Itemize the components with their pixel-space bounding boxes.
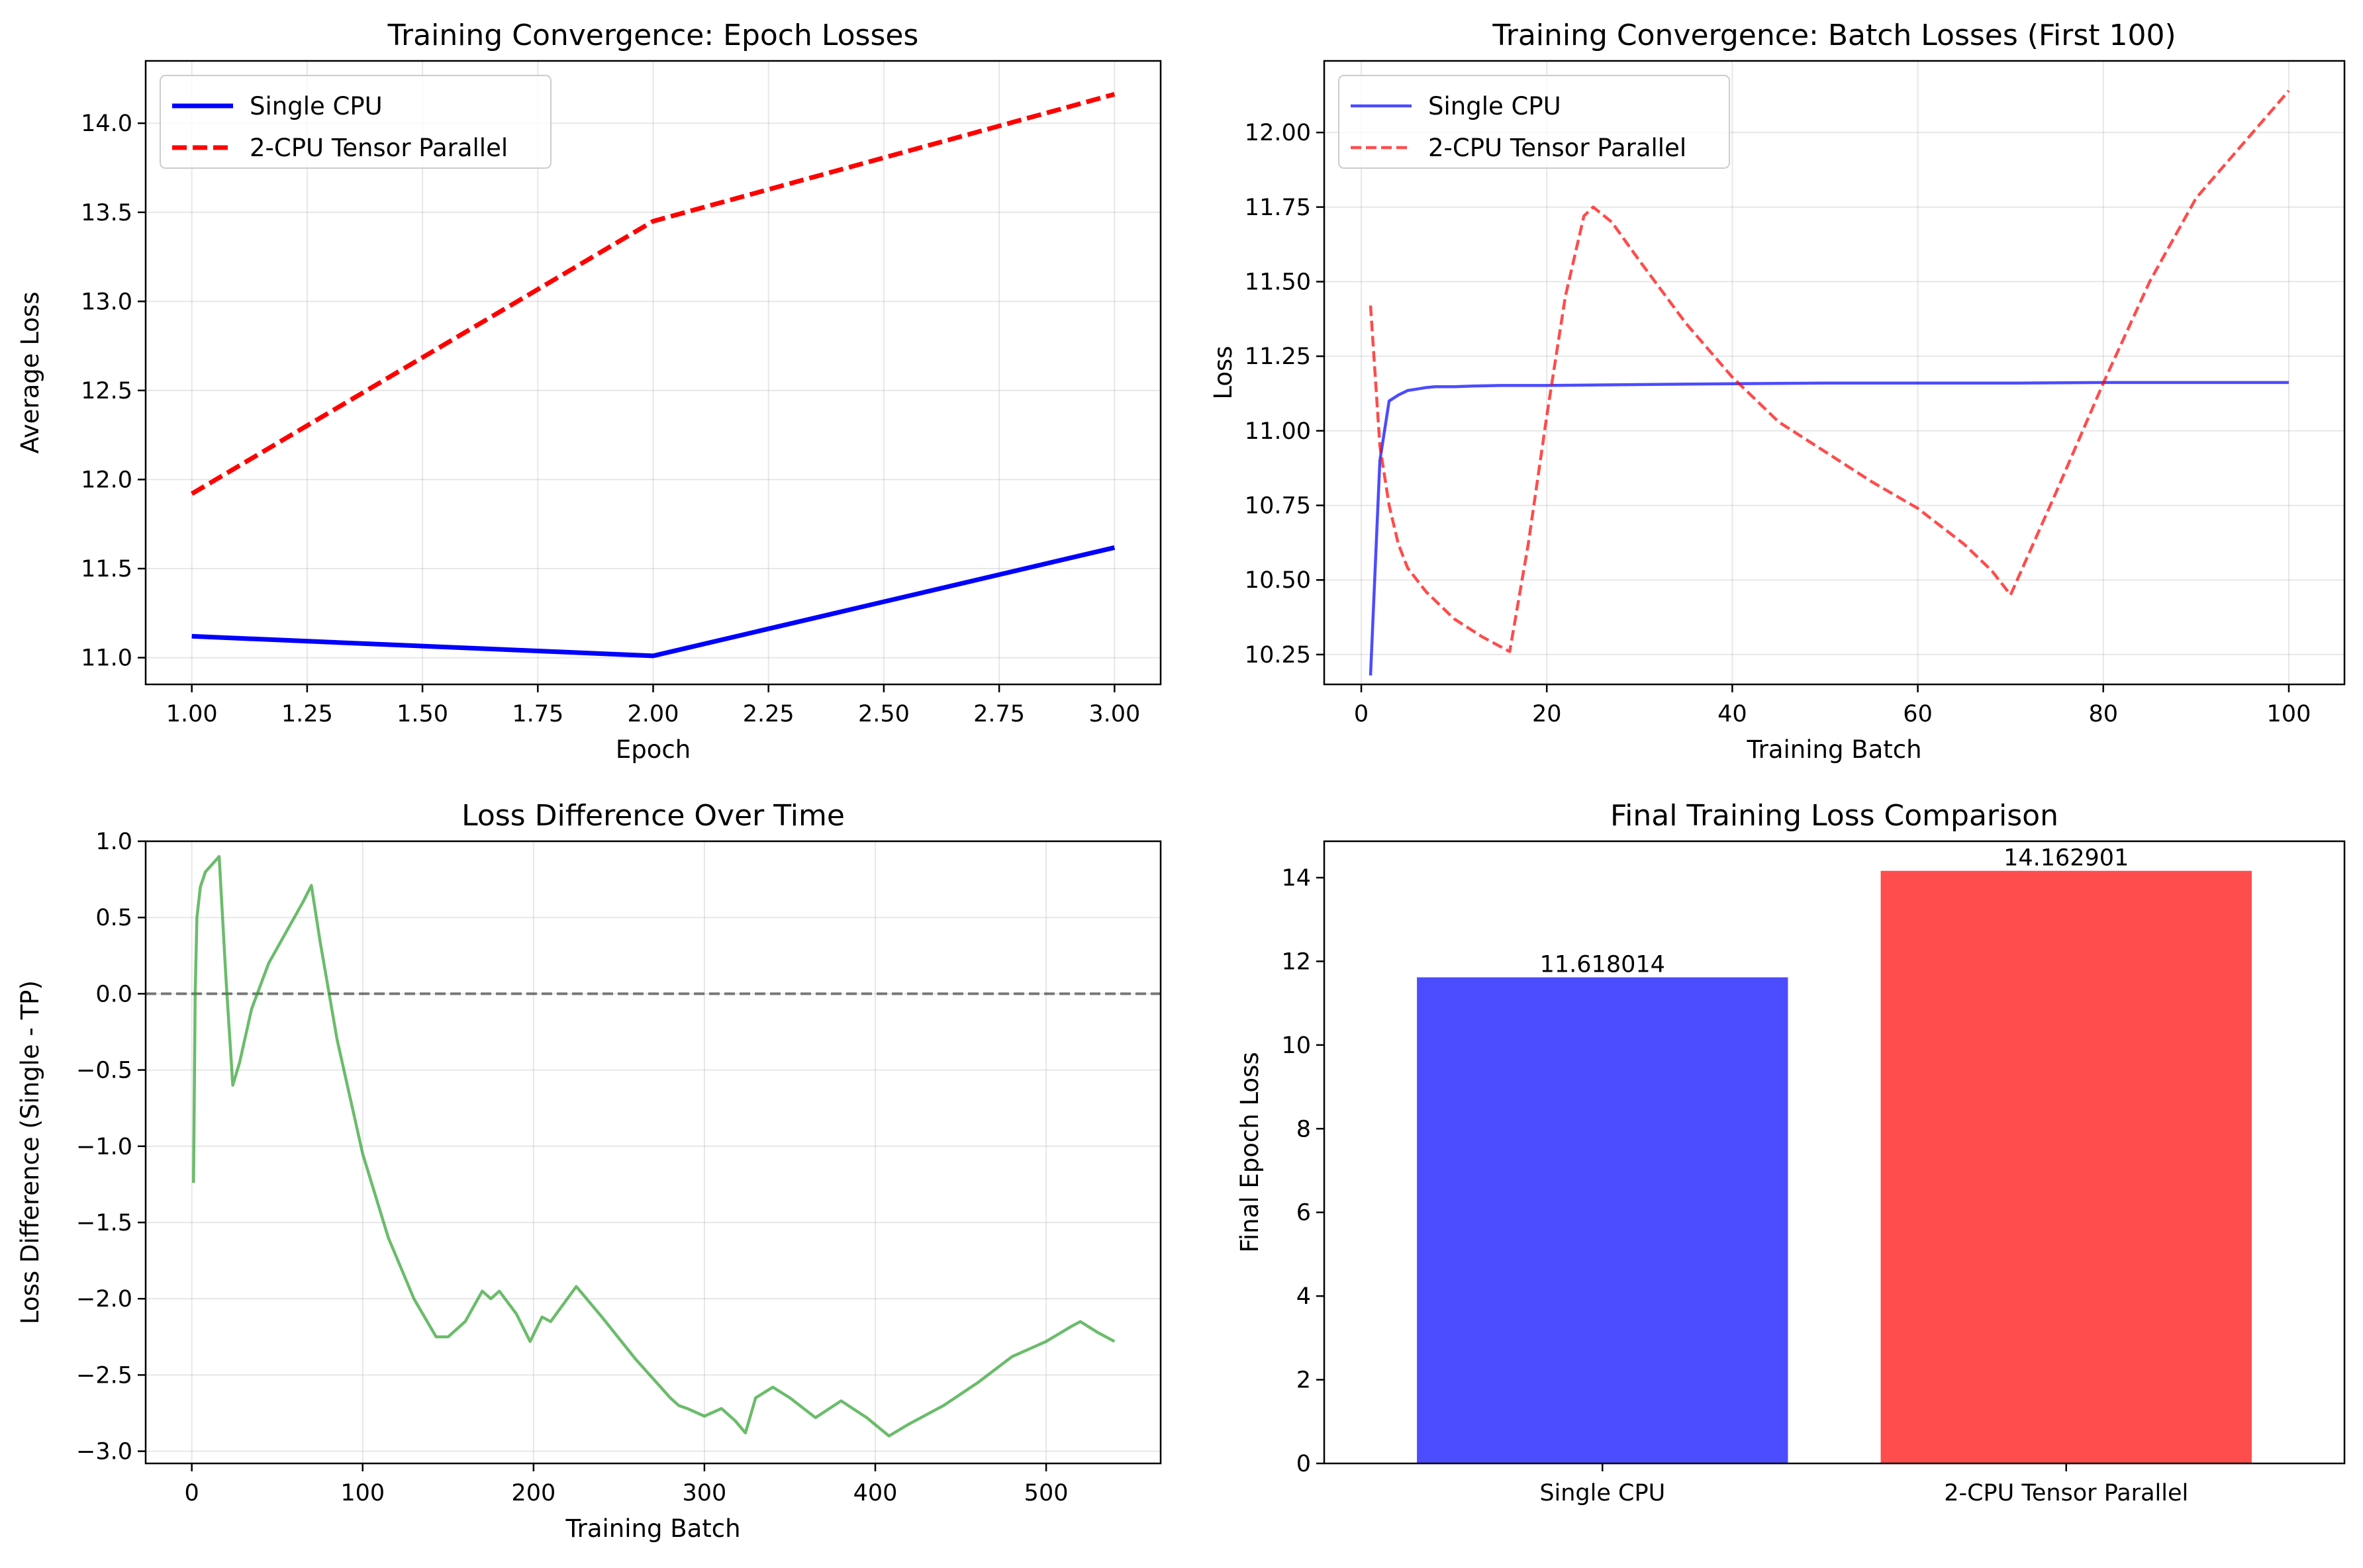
x-tick-label-1: 100 (340, 1480, 385, 1506)
y-tick-label-5: 13.5 (81, 200, 132, 226)
chart-3: 0 100 200 300 400 500 −3.0 −2.5 −2.0 −1.5 −1.0 −0.5… (16, 799, 1162, 1543)
y-tick-label-5: −0.5 (76, 1058, 132, 1084)
x-tick-label-0: Single CPU (1539, 1480, 1665, 1506)
y-tick-label-3: 12.5 (81, 378, 132, 404)
y-tick-label-3: 6 (1296, 1200, 1311, 1226)
x-tick-label-5: 2.25 (743, 701, 795, 727)
x-tick-label-4: 400 (853, 1480, 898, 1506)
x-tick-label-6: 2.50 (858, 701, 910, 727)
y-tick-label-7: 0.5 (95, 905, 132, 931)
bar-value-label-2: 14.162901 (2003, 845, 2129, 872)
bar-1 (1417, 977, 1788, 1463)
y-tick-label-4: 13.0 (81, 289, 132, 315)
y-tick-label-3: −1.5 (76, 1210, 132, 1236)
x-tick-label-2: 200 (511, 1480, 555, 1506)
x-tick-label-3: 1.75 (512, 701, 563, 727)
x-tick-label-3: 300 (683, 1480, 727, 1506)
grid-lines (1324, 61, 2344, 684)
grid-lines (146, 61, 1161, 684)
bar-value-label-1: 11.618014 (1540, 952, 1665, 978)
y-tick-label-1: 11.5 (81, 556, 132, 582)
y-tick-label-1: −2.5 (76, 1362, 132, 1389)
x-axis-label: Epoch (616, 735, 691, 764)
y-axis-label: Final Epoch Loss (1235, 1052, 1264, 1252)
plot-frame (1323, 60, 2346, 686)
legend-label-2: 2-CPU Tensor Parallel (1428, 134, 1686, 162)
chart-1: 1.00 1.25 1.50 1.75 2.00 2.25 2.50 2.75 3.00 11.0… (16, 19, 1162, 764)
chart-2: 0 20 40 60 80 100 10.25 10.50 10.75 11.00 11.25 11.… (1209, 19, 2346, 764)
x-axis-label: Training Batch (1746, 735, 1921, 764)
x-tick-label-0: 0 (1354, 701, 1369, 727)
series-line-1 (191, 545, 1116, 659)
x-tick-label-0: 0 (185, 1480, 199, 1506)
y-tick-label-0: 0 (1296, 1451, 1311, 1477)
x-tick-label-5: 100 (2267, 701, 2311, 727)
y-tick-label-8: 1.0 (95, 829, 132, 855)
chart-title: Final Training Loss Comparison (1610, 799, 2058, 833)
grid-lines (146, 841, 1161, 1463)
y-tick-label-6: 11.75 (1245, 195, 1311, 221)
y-tick-label-7: 14 (1281, 865, 1311, 892)
plot-frame (144, 840, 1162, 1465)
y-axis-label: Loss (1209, 346, 1237, 399)
legend-label-1: Single CPU (250, 92, 383, 120)
y-tick-label-4: 8 (1296, 1116, 1311, 1142)
x-tick-label-1: 20 (1532, 701, 1562, 727)
x-tick-label-4: 80 (2088, 701, 2118, 727)
y-tick-label-6: 12 (1281, 948, 1311, 975)
y-tick-label-7: 12.00 (1245, 120, 1311, 146)
y-tick-label-5: 11.50 (1245, 269, 1311, 296)
legend-box (1338, 75, 1730, 169)
y-tick-label-5: 10 (1281, 1033, 1311, 1059)
y-tick-label-3: 11.00 (1245, 418, 1311, 445)
x-tick-label-4: 2.00 (628, 701, 679, 727)
chart-title: Loss Difference Over Time (461, 799, 845, 833)
y-tick-label-2: 10.75 (1245, 493, 1311, 520)
legend: Single CPU 2-CPU Tensor Parallel (1338, 75, 1730, 169)
y-axis-label: Loss Difference (Single - TP) (16, 980, 44, 1324)
bar-2 (1880, 870, 2252, 1463)
series-line-1 (192, 854, 1116, 1438)
series-line-2 (1369, 89, 2290, 653)
chart-title: Training Convergence: Batch Losses (Firs… (1492, 19, 2176, 52)
y-tick-label-2: 4 (1296, 1283, 1311, 1310)
series-line-1 (1369, 381, 2289, 676)
chart-title: Training Convergence: Epoch Losses (387, 19, 919, 52)
x-tick-label-0: 1.00 (166, 701, 218, 727)
chart-4: 11.618014 Single CPU 14.162901 2-CPU Tensor… (1235, 799, 2346, 1506)
y-tick-label-0: −3.0 (76, 1439, 132, 1465)
x-tick-label-3: 60 (1903, 701, 1933, 727)
x-tick-label-7: 2.75 (973, 701, 1025, 727)
y-tick-label-0: 10.25 (1245, 642, 1311, 669)
y-tick-label-4: −1.0 (76, 1134, 132, 1160)
x-axis-label: Training Batch (565, 1514, 740, 1543)
x-tick-label-1: 2-CPU Tensor Parallel (1944, 1480, 2188, 1506)
y-tick-label-2: 12.0 (81, 467, 132, 493)
x-tick-label-5: 500 (1024, 1480, 1069, 1506)
y-tick-label-6: 14.0 (81, 111, 132, 137)
legend: Single CPU 2-CPU Tensor Parallel (160, 75, 552, 169)
y-axis-label: Average Loss (16, 292, 44, 454)
x-tick-label-1: 1.25 (281, 701, 333, 727)
legend-box (160, 75, 552, 169)
x-tick-label-8: 3.00 (1088, 701, 1140, 727)
x-tick-label-2: 40 (1717, 701, 1747, 727)
legend-label-2: 2-CPU Tensor Parallel (250, 134, 508, 162)
x-tick-label-2: 1.50 (397, 701, 448, 727)
y-tick-label-1: 10.50 (1245, 567, 1311, 594)
series-line-2 (190, 92, 1116, 496)
y-tick-label-6: 0.0 (95, 981, 132, 1007)
y-tick-label-1: 2 (1296, 1367, 1311, 1394)
plot-frame (1323, 840, 2346, 1465)
y-tick-label-0: 11.0 (81, 645, 132, 672)
y-tick-label-2: −2.0 (76, 1286, 132, 1313)
y-tick-label-4: 11.25 (1245, 344, 1311, 370)
legend-label-1: Single CPU (1428, 92, 1561, 120)
